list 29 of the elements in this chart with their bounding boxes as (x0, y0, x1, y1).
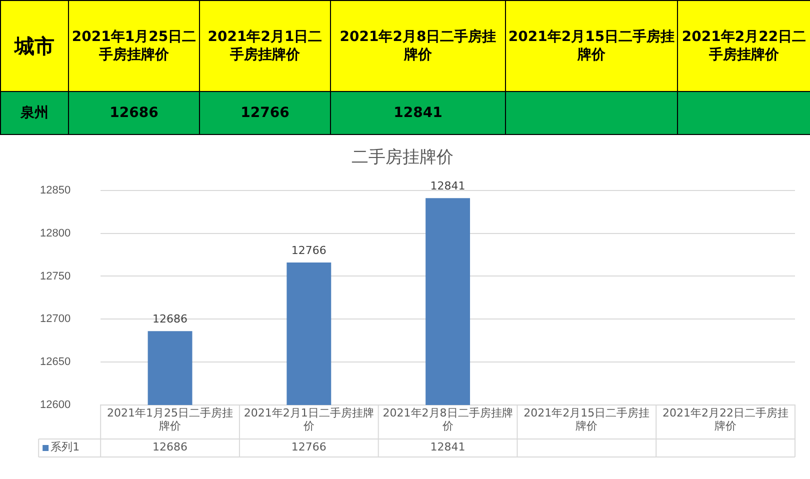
data-label: 12766 (291, 244, 326, 257)
text: 城市 (0, 0, 68, 92)
category-label: 2021年2月8日二手房挂牌价 (340, 29, 496, 63)
text: 12766 (291, 440, 326, 454)
text: 12686 (110, 105, 158, 121)
category-label: 2021年2月15日二手房挂牌价 (508, 29, 675, 63)
y-tick-label: 12600 (40, 399, 71, 412)
data-label: 12841 (430, 179, 466, 192)
x-tick-label: 2021年2月1日二手房挂牌价 (244, 406, 374, 432)
y-tick-label: 12800 (40, 227, 71, 240)
y-tick-label: 12750 (40, 270, 71, 282)
text: 12686 (152, 440, 188, 454)
x-tick-label: 2021年1月25日二手房挂牌价 (107, 406, 234, 432)
text: 12841 (394, 105, 442, 121)
category-label: 2021年2月1日二手房挂牌价 (208, 29, 322, 63)
x-tick-label: 2021年2月22日二手房挂牌价 (662, 406, 789, 432)
x-tick-label: 2021年2月15日二手房挂牌价 (524, 406, 650, 432)
chart-title: 二手房挂牌价 (352, 148, 454, 168)
text: 12766 (240, 105, 290, 121)
y-tick-label: 12650 (40, 356, 71, 368)
legend-label: 系列1 (50, 440, 80, 454)
y-tick-label: 12700 (40, 313, 71, 326)
y-tick-label: 12850 (40, 184, 71, 196)
x-tick-label: 2021年2月8日二手房挂牌价 (382, 406, 513, 432)
category-label: 2021年1月25日二手房挂牌价 (72, 29, 196, 63)
data-label: 12686 (152, 312, 188, 326)
text: 12841 (430, 440, 466, 454)
text: 泉州 (0, 92, 68, 134)
category-label: 2021年2月22日二手房挂牌价 (682, 29, 806, 63)
